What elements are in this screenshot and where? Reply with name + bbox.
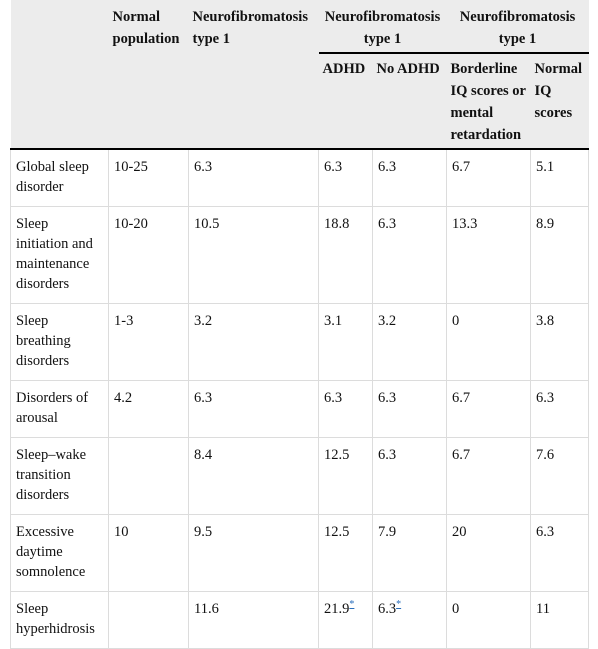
table-body: Global sleep disorder 10-25 6.3 6.3 6.3 …: [10, 149, 590, 649]
row-label: Global sleep disorder: [10, 149, 109, 207]
cell-adhd: 21.9*: [318, 591, 373, 649]
cell-normal-iq: 5.1: [530, 149, 590, 207]
cell-adhd: 6.3: [318, 380, 373, 438]
cell-nf1: 6.3: [188, 149, 319, 207]
cell-normal: [108, 591, 189, 649]
cell-borderline: 0: [446, 591, 532, 649]
cell-no-adhd: 6.3*: [372, 591, 448, 649]
cell-no-adhd: 3.2: [372, 303, 448, 381]
header-blank: [10, 0, 109, 150]
table-row: Sleep hyperhidrosis 11.6 21.9* 6.3* 0 11: [10, 591, 590, 649]
row-label: Sleep breathing disorders: [10, 303, 109, 381]
cell-normal: [108, 437, 189, 515]
cell-no-adhd-value: 6.3: [378, 601, 397, 617]
cell-borderline: 6.7: [446, 437, 532, 515]
header-nf1: Neurofibromatosis type 1: [188, 0, 319, 150]
cell-borderline: 6.7: [446, 149, 532, 207]
cell-adhd: 12.5: [318, 437, 373, 515]
row-label: Sleep initiation and maintenance disorde…: [10, 206, 109, 304]
sleep-disorders-table: Normal population Neurofibromatosis type…: [10, 0, 590, 649]
table-row: Excessive daytime somnolence 10 9.5 12.5…: [10, 514, 590, 592]
cell-nf1: 6.3: [188, 380, 319, 438]
header-nf1-iq-group: Neurofibromatosis type 1: [446, 0, 589, 54]
cell-borderline: 0: [446, 303, 532, 381]
cell-normal-iq: 7.6: [530, 437, 590, 515]
cell-nf1: 8.4: [188, 437, 319, 515]
cell-nf1: 9.5: [188, 514, 319, 592]
row-label: Sleep–wake transition disorders: [10, 437, 109, 515]
cell-borderline: 20: [446, 514, 532, 592]
cell-adhd: 6.3: [318, 149, 373, 207]
footnote-link[interactable]: *: [349, 599, 355, 611]
row-label: Excessive daytime somnolence: [10, 514, 109, 592]
header-normal-iq: Normal IQ scores: [530, 53, 589, 150]
row-label: Sleep hyperhidrosis: [10, 591, 109, 649]
header-nf1-adhd-group: Neurofibromatosis type 1: [318, 0, 447, 54]
table-row: Global sleep disorder 10-25 6.3 6.3 6.3 …: [10, 149, 590, 207]
header-normal-population: Normal population: [108, 0, 189, 150]
header-adhd: ADHD: [318, 53, 373, 150]
header-borderline-iq: Borderline IQ scores or mental retardati…: [446, 53, 531, 150]
table-container: Normal population Neurofibromatosis type…: [10, 0, 590, 649]
cell-no-adhd: 7.9: [372, 514, 448, 592]
table-row: Sleep–wake transition disorders 8.4 12.5…: [10, 437, 590, 515]
cell-nf1: 11.6: [188, 591, 319, 649]
cell-normal-iq: 6.3: [530, 514, 590, 592]
cell-normal-iq: 3.8: [530, 303, 590, 381]
cell-adhd: 3.1: [318, 303, 373, 381]
cell-no-adhd: 6.3: [372, 206, 448, 304]
cell-adhd-value: 21.9: [324, 601, 350, 617]
table-header: Normal population Neurofibromatosis type…: [10, 0, 589, 150]
cell-normal-iq: 8.9: [530, 206, 590, 304]
cell-no-adhd: 6.3: [372, 149, 448, 207]
cell-nf1: 3.2: [188, 303, 319, 381]
cell-borderline: 6.7: [446, 380, 532, 438]
table-row: Disorders of arousal 4.2 6.3 6.3 6.3 6.7…: [10, 380, 590, 438]
cell-normal-iq: 6.3: [530, 380, 590, 438]
cell-nf1: 10.5: [188, 206, 319, 304]
cell-adhd: 18.8: [318, 206, 373, 304]
cell-normal: 4.2: [108, 380, 189, 438]
footnote-link[interactable]: *: [396, 599, 402, 611]
cell-borderline: 13.3: [446, 206, 532, 304]
cell-normal-iq: 11: [530, 591, 590, 649]
cell-no-adhd: 6.3: [372, 380, 448, 438]
row-label: Disorders of arousal: [10, 380, 109, 438]
cell-normal: 10-20: [108, 206, 189, 304]
cell-normal: 10: [108, 514, 189, 592]
cell-no-adhd: 6.3: [372, 437, 448, 515]
cell-adhd: 12.5: [318, 514, 373, 592]
table-row: Sleep breathing disorders 1-3 3.2 3.1 3.…: [10, 303, 590, 381]
table-row: Sleep initiation and maintenance disorde…: [10, 206, 590, 304]
header-no-adhd: No ADHD: [372, 53, 447, 150]
cell-normal: 10-25: [108, 149, 189, 207]
cell-normal: 1-3: [108, 303, 189, 381]
